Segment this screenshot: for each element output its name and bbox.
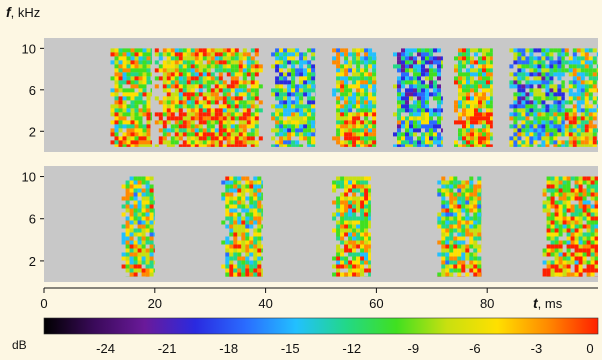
panel-upper-segment-5 (393, 48, 443, 147)
panel-upper-segment-4 (332, 48, 377, 147)
panel-lower-segment-4 (437, 176, 482, 277)
y-axis-label: f, kHz (6, 4, 40, 20)
x-tick-label: 60 (369, 296, 383, 311)
x-axis-symbol: t (533, 295, 538, 311)
y-tick-label: 6 (29, 212, 36, 227)
colorbar-tick-label: -6 (469, 341, 481, 356)
colorbar-label: dB (12, 338, 27, 352)
colorbar-tick-label: -12 (342, 341, 361, 356)
panel-upper-segment-2 (154, 48, 263, 147)
panel-lower-segment-3 (332, 176, 371, 277)
panel-upper-segment-3 (271, 48, 316, 147)
panel-upper-segment-6 (454, 48, 493, 147)
y-tick-label: 2 (29, 124, 36, 139)
y-tick-label: 10 (22, 170, 36, 185)
colorbar-tick-label: -3 (531, 341, 543, 356)
panel-lower-segment-2 (221, 176, 263, 277)
y-axis-unit: , kHz (10, 5, 41, 20)
x-tick-label: 40 (258, 296, 272, 311)
y-axis-symbol: f (6, 4, 11, 20)
x-tick-label: 0 (40, 296, 47, 311)
x-axis-label: t, ms (533, 295, 562, 311)
panel-upper-segment-7 (509, 48, 565, 147)
y-tick-label: 2 (29, 254, 36, 269)
y-tick-label: 10 (22, 41, 36, 56)
x-axis-unit: , ms (537, 296, 563, 311)
panel-upper (44, 38, 598, 152)
colorbar-tick-label: 0 (586, 341, 593, 356)
panel-upper-segment-1 (110, 48, 152, 147)
colorbar-tick-label: -21 (158, 341, 177, 356)
colorbar-ramp (43, 317, 599, 335)
colorbar-tick-label: -24 (96, 341, 115, 356)
colorbar-tick-label: -9 (408, 341, 420, 356)
panel-lower-segment-5 (542, 176, 598, 277)
colorbar-tick-label: -15 (281, 341, 300, 356)
x-tick-label: 20 (148, 296, 162, 311)
y-tick-label: 6 (29, 83, 36, 98)
panel-lower (44, 166, 598, 282)
panel-upper-segment-8 (564, 48, 598, 147)
colorbar-tick-label: -18 (219, 341, 238, 356)
panel-lower-segment-1 (121, 176, 155, 277)
x-tick-label: 80 (480, 296, 494, 311)
